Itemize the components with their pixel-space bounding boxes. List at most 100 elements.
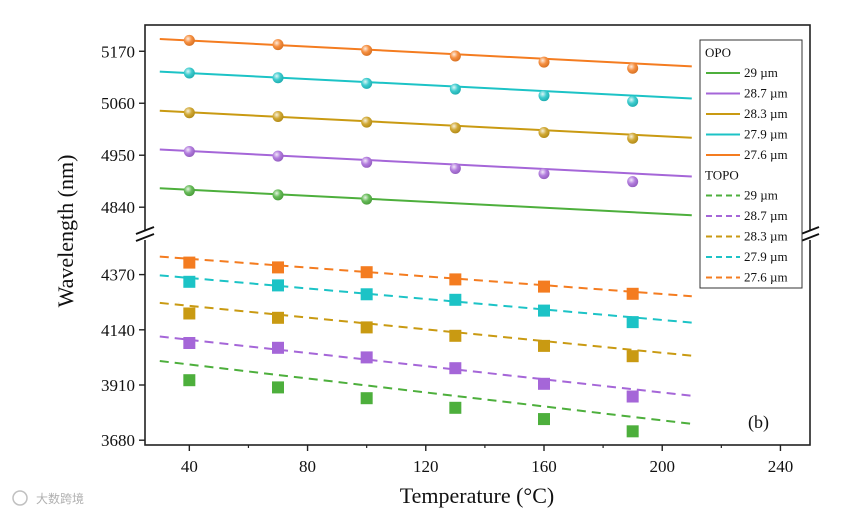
opo-27-9-m-point-shine xyxy=(361,77,373,89)
topo-28-3-m-point xyxy=(183,307,196,320)
opo-27-9-m-point-shine xyxy=(272,72,284,84)
y-tick-label: 3680 xyxy=(101,431,135,450)
x-tick-label: 120 xyxy=(413,457,439,476)
topo-28-7-m-point xyxy=(538,377,550,390)
opo-27-6-m-point-shine xyxy=(538,56,550,68)
opo-28-7-m-point-shine xyxy=(183,145,195,157)
legend-entry-label: 27.6 µm xyxy=(744,270,788,285)
y-tick-label: 4370 xyxy=(101,266,135,285)
topo-27-6-m-point xyxy=(626,287,639,300)
topo-27-6-m-point xyxy=(360,266,373,279)
x-tick-label: 80 xyxy=(299,457,316,476)
legend-entry-label: 29 µm xyxy=(744,188,778,203)
opo-27-6-m-point-shine xyxy=(361,44,373,56)
y-tick-label: 3910 xyxy=(101,376,135,395)
topo-29-m-point xyxy=(272,381,284,394)
watermark: 大数跨境 xyxy=(12,490,84,506)
topo-29-m-point xyxy=(538,413,550,426)
watermark-text: 大数跨境 xyxy=(36,491,84,506)
x-tick-label: 40 xyxy=(181,457,198,476)
topo-28-7-m-fit-line xyxy=(159,335,692,397)
topo-28-7-m-point xyxy=(272,341,284,354)
topo-28-3-m-point xyxy=(360,321,373,334)
topo-29-m-point xyxy=(449,401,462,414)
opo-29-m-point-shine xyxy=(183,185,195,197)
topo-27-9-m-point xyxy=(626,316,639,329)
legend-entry-label: 28.3 µm xyxy=(744,106,788,121)
topo-27-6-m-point xyxy=(449,273,462,286)
x-tick-label: 160 xyxy=(531,457,557,476)
legend-group-title: TOPO xyxy=(705,168,739,183)
topo-28-7-m-point xyxy=(183,337,196,349)
opo-27-9-m-point-shine xyxy=(449,83,461,95)
legend-entry-label: 29 µm xyxy=(744,65,778,80)
axis-break-mark xyxy=(800,226,820,235)
topo-29-m-fit-line xyxy=(159,360,692,425)
axis-break-gap xyxy=(802,230,818,240)
y-axis-label: Wavelength (nm) xyxy=(53,155,78,308)
opo-28-7-m-point-shine xyxy=(538,168,550,180)
topo-28-7-m-point xyxy=(626,390,639,403)
opo-28-3-m-point-shine xyxy=(627,132,639,144)
opo-27-9-m-point-shine xyxy=(538,90,550,102)
topo-28-3-m-point xyxy=(449,329,462,342)
legend-group-title: OPO xyxy=(705,45,731,60)
topo-28-3-m-fit-line xyxy=(159,301,692,357)
topo-28-3-m-point xyxy=(538,339,550,352)
topo-27-9-m-point xyxy=(449,293,462,306)
legend-entry-label: 27.6 µm xyxy=(744,147,788,162)
topo-27-6-m-point xyxy=(272,261,284,274)
opo-27-6-m-fit-line xyxy=(159,37,692,68)
legend-entry-label: 28.7 µm xyxy=(744,208,788,223)
y-tick-label: 5060 xyxy=(101,94,135,113)
opo-27-6-m-point-shine xyxy=(272,39,284,51)
opo-28-3-m-point-shine xyxy=(538,127,550,139)
topo-29-m-point xyxy=(360,392,373,405)
opo-28-7-m-point-shine xyxy=(449,162,461,174)
topo-27-9-m-point xyxy=(272,279,284,292)
topo-28-3-m-point xyxy=(626,350,639,363)
topo-27-6-m-fit-line xyxy=(159,255,692,298)
axis-break-gap xyxy=(137,230,153,240)
y-tick-label: 4840 xyxy=(101,198,135,217)
opo-28-7-m-point-shine xyxy=(627,176,639,188)
topo-29-m-point xyxy=(183,374,196,387)
opo-27-9-m-point-shine xyxy=(627,95,639,107)
topo-27-6-m-point xyxy=(538,280,550,293)
opo-27-9-m-fit-line xyxy=(159,70,692,100)
opo-29-m-fit-line xyxy=(159,187,692,217)
y-tick-label: 5170 xyxy=(101,42,135,61)
legend-box xyxy=(699,39,803,289)
topo-27-9-m-point xyxy=(360,288,373,301)
legend-entry-label: 28.7 µm xyxy=(744,86,788,101)
opo-28-7-m-point-shine xyxy=(272,150,284,162)
topo-27-9-m-fit-line xyxy=(159,274,692,324)
topo-27-6-m-point xyxy=(183,256,196,269)
panel-label: (b) xyxy=(748,412,769,433)
opo-28-7-m-fit-line xyxy=(159,148,692,178)
axis-break-mark xyxy=(135,233,155,242)
axis-break-mark xyxy=(800,233,820,242)
opo-28-3-m-point-shine xyxy=(361,116,373,128)
topo-28-7-m-point xyxy=(360,351,373,364)
y-tick-label: 4140 xyxy=(101,321,135,340)
opo-28-3-m-fit-line xyxy=(159,109,692,139)
topo-27-9-m-point xyxy=(183,275,196,288)
opo-27-9-m-point-shine xyxy=(183,67,195,79)
opo-28-7-m-point-shine xyxy=(361,156,373,168)
topo-28-3-m-point xyxy=(272,311,284,324)
opo-29-m-point-shine xyxy=(361,193,373,205)
topo-27-9-m-point xyxy=(538,304,550,317)
opo-27-6-m-point-shine xyxy=(627,62,639,74)
topo-29-m-point xyxy=(626,425,639,438)
opo-28-3-m-point-shine xyxy=(183,107,195,119)
opo-29-m-point-shine xyxy=(272,189,284,201)
topo-28-7-m-point xyxy=(449,362,462,375)
opo-28-3-m-point-shine xyxy=(272,110,284,122)
watermark-logo-icon xyxy=(12,490,28,506)
legend-entry-label: 28.3 µm xyxy=(744,229,788,244)
opo-27-6-m-point-shine xyxy=(183,34,195,46)
x-tick-label: 200 xyxy=(649,457,675,476)
legend-entry-label: 27.9 µm xyxy=(744,249,788,264)
